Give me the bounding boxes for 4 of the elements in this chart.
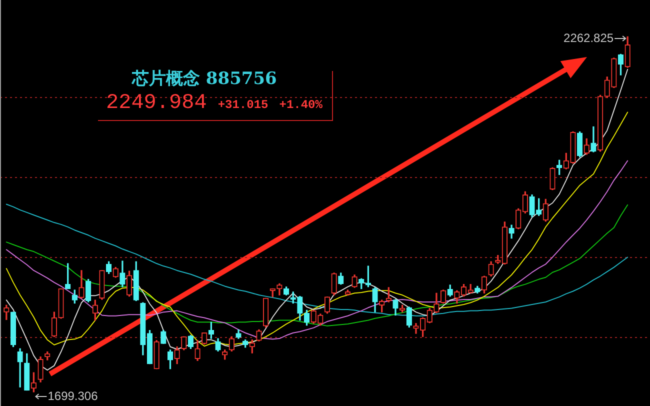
annotation: 1699.306 <box>48 388 98 403</box>
text: 芯片概念 885756 <box>132 68 277 90</box>
text: 2249.984 +31.015 +1.40% <box>106 92 322 115</box>
annotation: 2262.825 <box>564 30 614 45</box>
